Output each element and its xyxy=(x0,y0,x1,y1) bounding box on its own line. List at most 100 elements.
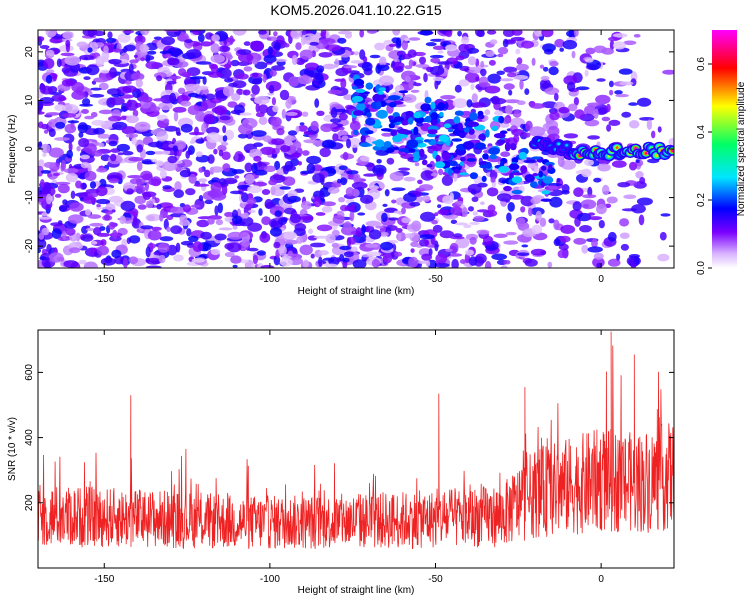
heatmap-cell xyxy=(309,41,319,46)
heatmap-cell xyxy=(605,203,612,209)
heatmap-cell xyxy=(573,30,579,37)
snr-series-line xyxy=(38,331,674,550)
heatmap-cell xyxy=(389,171,404,182)
heatmap-cell xyxy=(376,173,383,177)
heatmap-cell xyxy=(332,214,345,224)
heatmap-cell xyxy=(257,160,263,168)
heatmap-cell xyxy=(213,148,218,155)
heatmap-cell xyxy=(117,33,131,43)
heatmap-cell xyxy=(544,185,560,191)
heatmap-cell xyxy=(423,139,431,143)
colorbar-ticks: 0.0 0.2 0.4 0.6 xyxy=(696,57,712,275)
heatmap-cell xyxy=(318,250,329,256)
heatmap-cell xyxy=(434,161,446,169)
heatmap-cell xyxy=(593,45,607,54)
heatmap-cell xyxy=(376,159,382,164)
heatmap-cell xyxy=(76,41,88,48)
heatmap-cell xyxy=(44,257,50,261)
heatmap-cell xyxy=(607,231,617,242)
heatmap-cell xyxy=(279,89,290,101)
heatmap-cell xyxy=(349,210,355,222)
heatmap-cell xyxy=(98,178,107,188)
heatmap-cell xyxy=(39,256,47,261)
heatmap-cell xyxy=(554,93,559,101)
heatmap-cell xyxy=(230,59,240,67)
heatmap-cell xyxy=(343,251,354,258)
heatmap-cell xyxy=(408,79,415,90)
heatmap-cell xyxy=(458,123,464,131)
heatmap-cell xyxy=(442,195,454,205)
heatmap-cell xyxy=(361,224,366,235)
heatmap-cell xyxy=(215,219,223,226)
heatmap-cell xyxy=(38,216,52,220)
heatmap-cell xyxy=(454,110,464,116)
heatmap-cell xyxy=(436,141,445,145)
heatmap-cell xyxy=(615,93,629,98)
heatmap-cell xyxy=(251,78,262,85)
heatmap-cell xyxy=(124,79,132,85)
heatmap-cell xyxy=(211,34,221,42)
heatmap-cell xyxy=(425,260,431,267)
heatmap-cell xyxy=(471,196,479,202)
heatmap-cell xyxy=(139,43,149,53)
heatmap-cell xyxy=(56,58,62,68)
heatmap-cell xyxy=(273,31,278,37)
heatmap-cell xyxy=(151,158,158,163)
heatmap-cell xyxy=(463,224,472,228)
heatmap-cell xyxy=(353,78,365,86)
heatmap-cell xyxy=(227,231,244,240)
heatmap-cell xyxy=(539,64,545,69)
heatmap-cell xyxy=(48,92,62,95)
heatmap-cell xyxy=(112,229,118,240)
heatmap-cell xyxy=(512,75,529,80)
heatmap-cell xyxy=(520,165,528,174)
heatmap-cell xyxy=(200,41,213,47)
heatmap-cell xyxy=(384,189,390,197)
heatmap-cell xyxy=(493,133,506,139)
heatmap-cell xyxy=(148,178,162,186)
heatmap-cell xyxy=(145,150,156,156)
heatmap-cell xyxy=(523,159,537,164)
heatmap-cell xyxy=(482,153,489,160)
heatmap-cell xyxy=(40,179,45,188)
heatmap-cell xyxy=(449,242,459,254)
heatmap-cell xyxy=(535,210,542,222)
heatmap-cell xyxy=(391,60,396,67)
tick-label: -10 xyxy=(24,190,35,205)
heatmap-cell xyxy=(244,162,253,173)
heatmap-cell xyxy=(633,34,641,38)
heatmap-cell xyxy=(509,194,525,200)
heatmap-cell xyxy=(430,54,444,59)
heatmap-cell xyxy=(147,50,157,55)
heatmap-cell xyxy=(606,124,612,132)
heatmap-cell xyxy=(427,129,438,135)
heatmap-cell xyxy=(224,211,234,218)
heatmap-cell xyxy=(616,253,621,261)
heatmap-cell xyxy=(197,33,205,43)
heatmap-cell xyxy=(474,142,486,149)
heatmap-cell xyxy=(511,128,524,136)
heatmap-cell xyxy=(63,168,79,174)
heatmap-cell xyxy=(207,189,224,198)
heatmap-cell xyxy=(314,73,324,84)
heatmap-cell xyxy=(424,239,430,246)
heatmap-cell xyxy=(251,130,267,137)
heatmap-cell xyxy=(280,145,291,152)
heatmap-cell xyxy=(221,184,228,195)
heatmap-cell xyxy=(530,181,538,188)
heatmap-cell xyxy=(394,66,402,71)
heatmap-cell xyxy=(223,177,238,185)
heatmap-cell xyxy=(541,30,554,38)
heatmap-cell xyxy=(547,125,560,137)
heatmap-cell xyxy=(321,139,337,149)
heatmap-cell xyxy=(417,179,423,185)
heatmap-cell xyxy=(87,214,102,219)
heatmap-cell xyxy=(140,30,150,36)
heatmap-cell xyxy=(542,43,556,53)
heatmap-cell xyxy=(128,256,138,265)
heatmap-cell xyxy=(631,204,646,214)
heatmap-cell xyxy=(416,122,423,127)
heatmap-cell xyxy=(134,102,142,108)
heatmap-cell xyxy=(224,77,234,83)
heatmap-cell xyxy=(497,47,509,55)
